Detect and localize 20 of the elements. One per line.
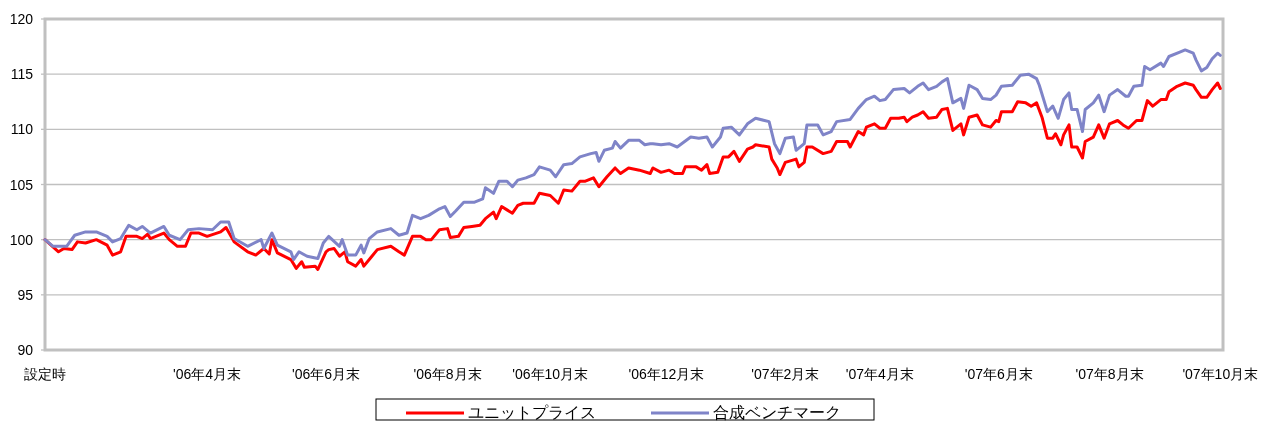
x-tick-label: '06年12月末 (628, 366, 705, 382)
legend-label: ユニットプライス (468, 404, 596, 421)
y-tick-label: 100 (9, 231, 34, 248)
y-tick-label: 90 (17, 342, 34, 358)
x-tick-label: '06年10月末 (512, 366, 589, 382)
y-tick-label: 105 (9, 176, 34, 193)
x-tick-label: '07年4月末 (845, 366, 914, 382)
y-tick-label: 120 (9, 11, 34, 27)
x-tick-label: 設定時 (24, 366, 66, 382)
x-tick-label: '07年2月末 (751, 366, 820, 382)
y-tick-label: 110 (10, 121, 34, 138)
x-tick-label: '06年4月末 (173, 366, 242, 382)
x-tick-label: '07年10月末 (1182, 366, 1259, 382)
x-tick-label: '07年6月末 (964, 366, 1033, 382)
legend-label: 合成ベンチマーク (713, 404, 841, 421)
x-tick-label: '06年6月末 (291, 366, 361, 382)
y-tick-label: 95 (17, 286, 34, 303)
x-tick-label: '07年8月末 (1075, 366, 1144, 382)
y-tick-label: 115 (10, 66, 34, 83)
x-tick-label: '06年8月末 (413, 366, 482, 382)
